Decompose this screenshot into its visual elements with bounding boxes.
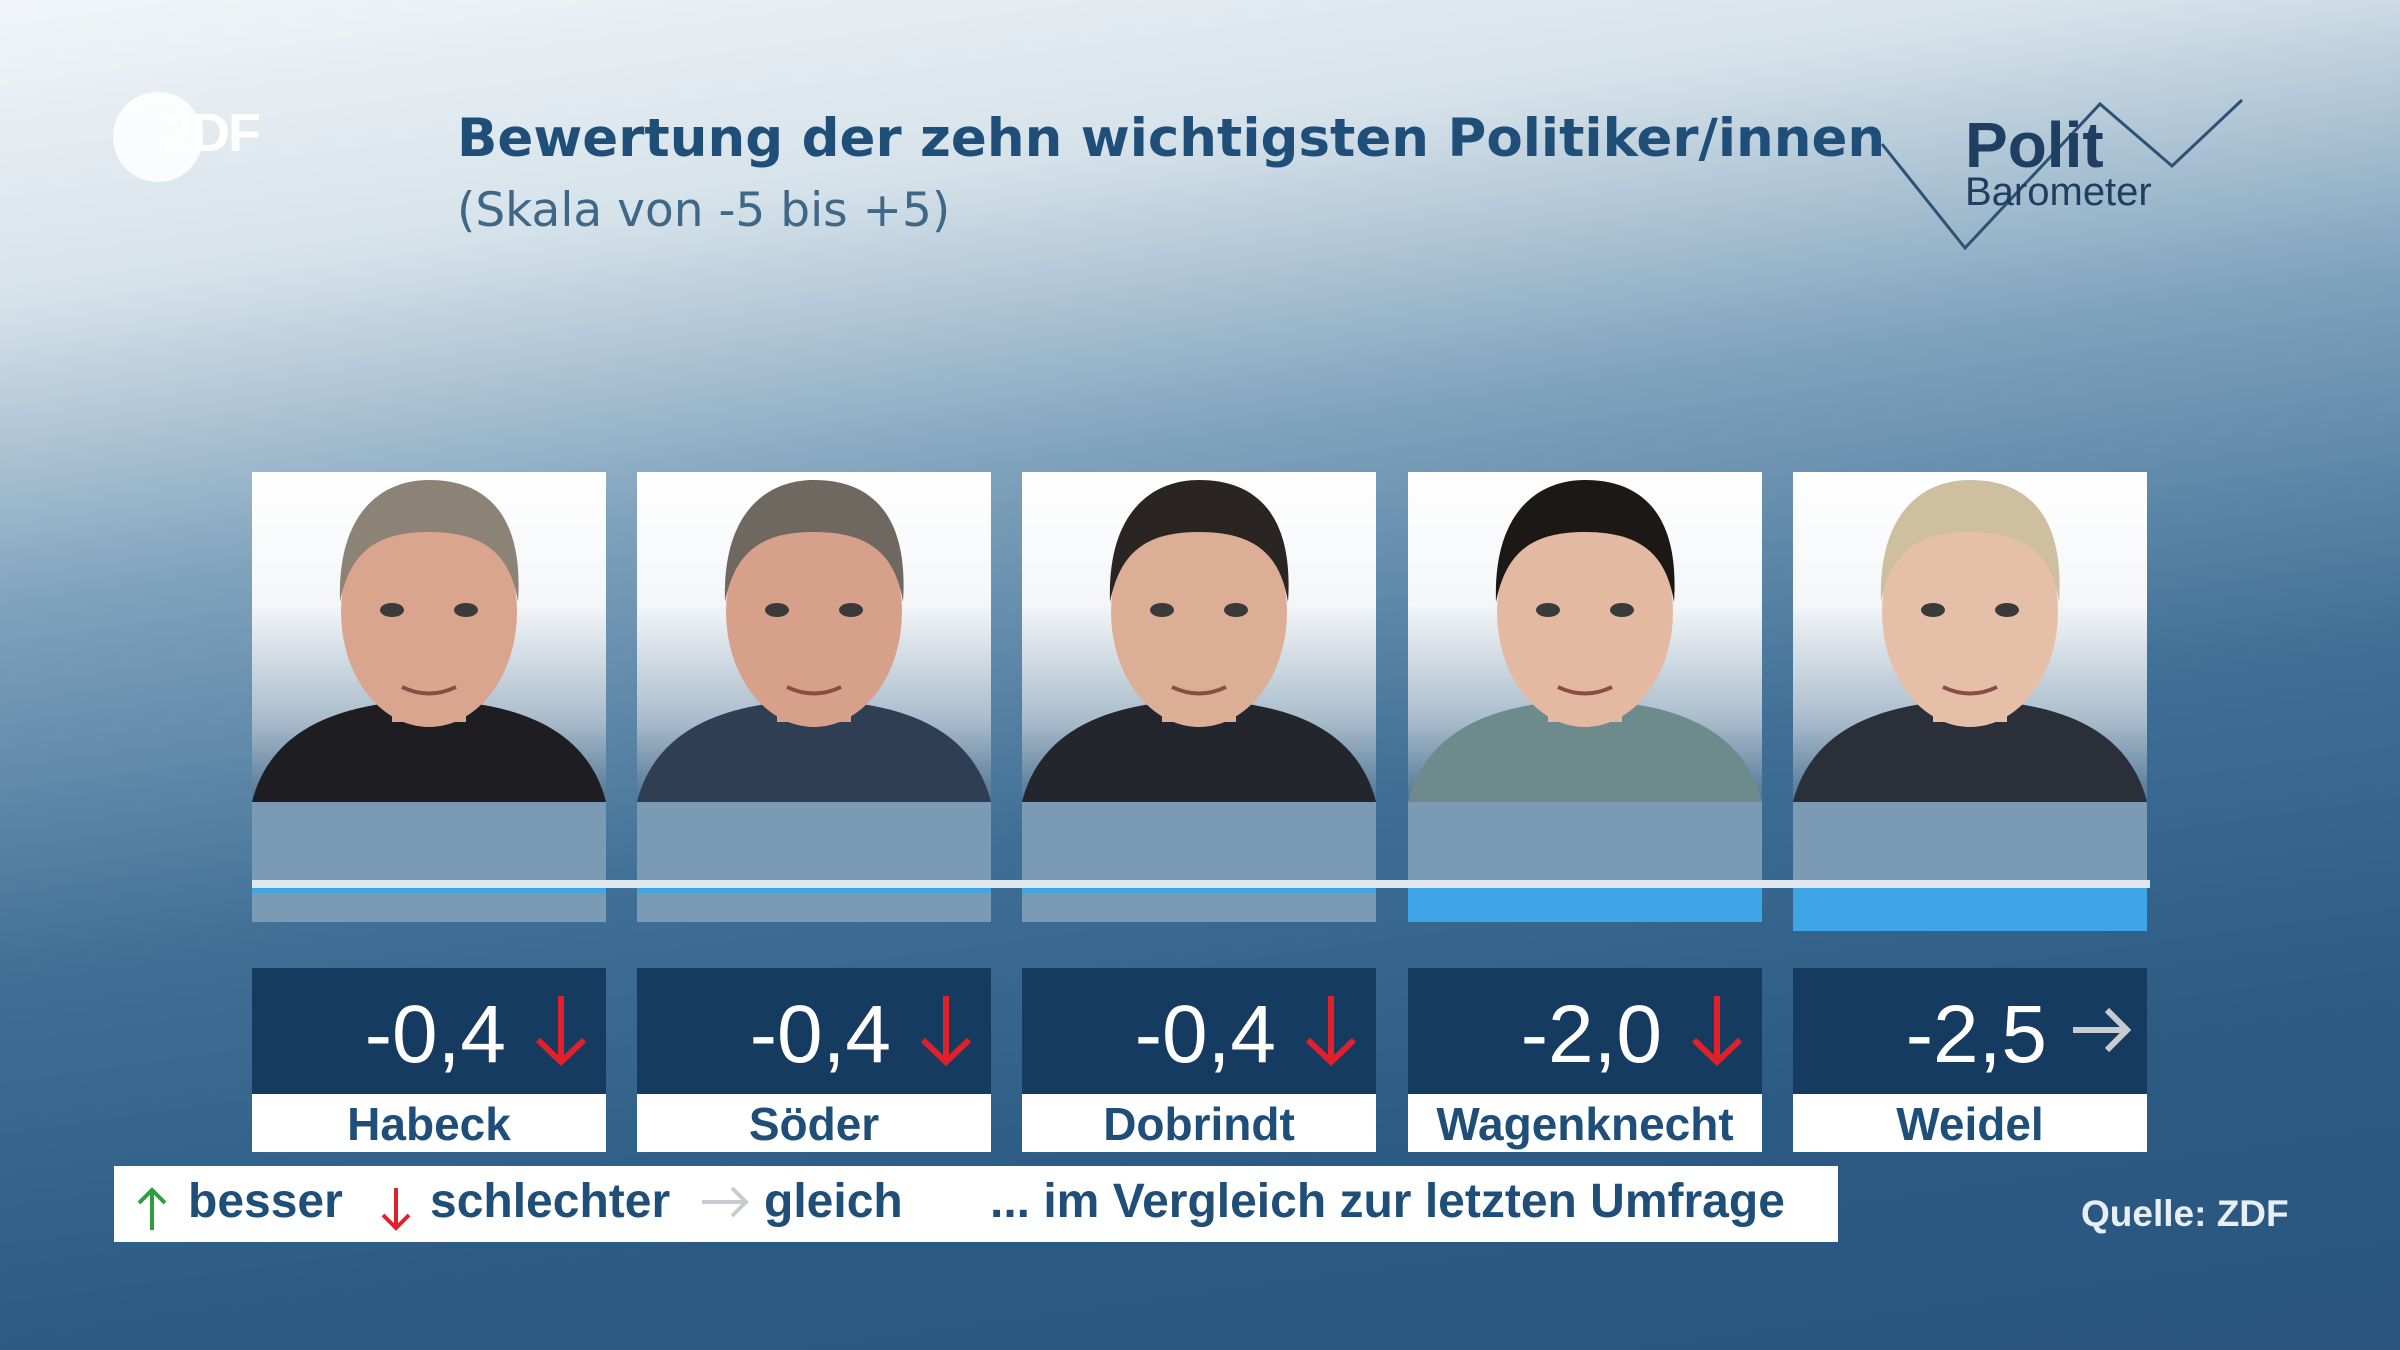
rating-bar bbox=[637, 886, 991, 894]
bar-track bbox=[1793, 802, 2147, 931]
portrait-photo bbox=[1793, 472, 2147, 802]
portrait-silhouette-icon bbox=[1408, 480, 1762, 802]
name-box: Habeck bbox=[252, 1094, 606, 1152]
value-box: -0,4 bbox=[252, 968, 606, 1094]
arrow-down-icon bbox=[920, 996, 972, 1067]
politician-name: Wagenknecht bbox=[1436, 1098, 1734, 1150]
name-box: Wagenknecht bbox=[1408, 1094, 1762, 1152]
arrow-down-icon bbox=[1305, 996, 1357, 1067]
bar-track bbox=[252, 802, 606, 922]
rating-bar bbox=[252, 886, 606, 894]
zdf-logo: 2DF bbox=[113, 92, 273, 182]
politician-name: Dobrindt bbox=[1103, 1098, 1295, 1150]
portrait-photo bbox=[1022, 472, 1376, 802]
zdf-logo-text: 2DF bbox=[163, 103, 261, 163]
politician-name: Habeck bbox=[347, 1098, 511, 1150]
legend-better: besser bbox=[188, 1175, 343, 1228]
chart-subtitle: (Skala von -5 bis +5) bbox=[457, 183, 951, 238]
politician-name: Söder bbox=[748, 1098, 880, 1150]
arrow-down-icon bbox=[1691, 996, 1743, 1067]
portrait-photo bbox=[252, 472, 606, 802]
value-box: -0,4 bbox=[637, 968, 991, 1094]
portrait-silhouette-icon bbox=[1022, 480, 1376, 802]
bar-track bbox=[1022, 802, 1376, 922]
politbarometer-zigzag-icon bbox=[1880, 98, 2244, 251]
name-box: Weidel bbox=[1793, 1094, 2147, 1152]
portrait-photo bbox=[1408, 472, 1762, 802]
arrow-down-icon bbox=[381, 1188, 411, 1231]
arrow-up-icon bbox=[137, 1187, 167, 1230]
rating-bar bbox=[1408, 886, 1762, 922]
rating-value: -0,4 bbox=[749, 989, 891, 1080]
chart-title: Bewertung der zehn wichtigsten Politiker… bbox=[457, 108, 1886, 169]
name-box: Söder bbox=[637, 1094, 991, 1152]
rating-value: -2,5 bbox=[1905, 989, 2047, 1080]
arrow-right-icon bbox=[2073, 1007, 2132, 1053]
brand-top: Polit bbox=[1965, 109, 2104, 181]
zdf-logo-disc bbox=[113, 92, 203, 182]
rating-value: -2,0 bbox=[1520, 989, 1662, 1080]
politician-name: Weidel bbox=[1896, 1098, 2044, 1150]
brand-bottom: Barometer bbox=[1965, 170, 2152, 214]
politbarometer-logo: Polit Barometer bbox=[1880, 96, 2250, 256]
bar-track bbox=[637, 802, 991, 922]
legend-same: gleich bbox=[764, 1175, 903, 1228]
portrait-silhouette-icon bbox=[252, 480, 606, 802]
rating-bar bbox=[1793, 886, 2147, 931]
name-box: Dobrindt bbox=[1022, 1094, 1376, 1152]
value-box: -2,0 bbox=[1408, 968, 1762, 1094]
legend-comparison: ... im Vergleich zur letzten Umfrage bbox=[990, 1175, 1785, 1228]
zero-baseline bbox=[252, 880, 2150, 888]
legend-worse: schlechter bbox=[430, 1175, 671, 1228]
legend: besser schlechter gleich ... im Vergleic… bbox=[114, 1166, 1838, 1242]
portrait-photo bbox=[637, 472, 991, 802]
value-box: -0,4 bbox=[1022, 968, 1376, 1094]
rating-value: -0,4 bbox=[364, 989, 506, 1080]
portrait-silhouette-icon bbox=[1793, 480, 2147, 802]
bar-track bbox=[1408, 802, 1762, 922]
portrait-silhouette-icon bbox=[637, 480, 991, 802]
source-note: Quelle: ZDF bbox=[2081, 1193, 2289, 1234]
rating-value: -0,4 bbox=[1134, 989, 1276, 1080]
arrow-down-icon bbox=[535, 996, 587, 1067]
rating-bar bbox=[1022, 886, 1376, 894]
arrow-right-icon bbox=[702, 1186, 749, 1218]
value-box: -2,5 bbox=[1793, 968, 2147, 1094]
